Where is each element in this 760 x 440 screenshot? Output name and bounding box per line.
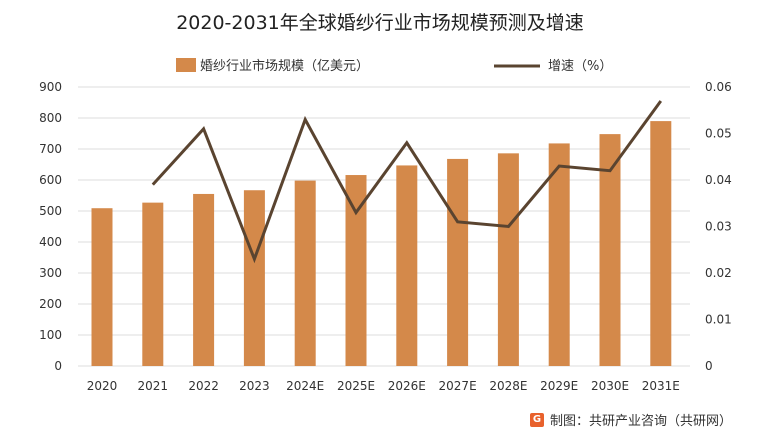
source-text: 制图：共研产业咨询（共研网） — [549, 414, 732, 429]
chart-title: 2020-2031年全球婚纱行业市场规模预测及增速 — [176, 12, 584, 34]
bar — [396, 165, 418, 366]
x-tick-label: 2020 — [87, 379, 118, 393]
right-tick-label: 0 — [705, 359, 713, 373]
source-note: G 制图：共研产业咨询（共研网） — [529, 410, 732, 429]
bar — [447, 158, 469, 366]
bar — [599, 134, 621, 366]
x-tick-label: 2024E — [286, 379, 324, 393]
right-tick-label: 0.04 — [705, 173, 732, 187]
x-tick-label: 2029E — [540, 379, 578, 393]
bar — [91, 208, 113, 366]
bar — [294, 180, 316, 366]
legend-bar-swatch — [176, 58, 196, 72]
right-tick-label: 0.01 — [705, 313, 732, 327]
left-tick-label: 500 — [39, 204, 62, 218]
right-tick-label: 0.03 — [705, 220, 732, 234]
bar — [497, 153, 519, 366]
left-tick-label: 600 — [39, 173, 62, 187]
right-tick-label: 0.06 — [705, 80, 732, 94]
x-tick-label: 2027E — [439, 379, 477, 393]
left-tick-label: 700 — [39, 142, 62, 156]
bar — [243, 190, 265, 366]
bar — [548, 143, 570, 366]
x-tick-label: 2021 — [138, 379, 169, 393]
x-tick-label: 2025E — [337, 379, 375, 393]
right-tick-label: 0.02 — [705, 266, 732, 280]
x-tick-label: 2028E — [489, 379, 527, 393]
left-tick-label: 0 — [54, 359, 62, 373]
bar — [345, 175, 367, 366]
left-tick-label: 800 — [39, 111, 62, 125]
legend-line-label: 增速（%） — [548, 59, 612, 74]
x-tick-label: 2022 — [188, 379, 219, 393]
bar — [650, 121, 672, 366]
bar — [193, 193, 215, 366]
left-tick-label: 900 — [39, 80, 62, 94]
left-tick-label: 100 — [39, 328, 62, 342]
x-tick-label: 2023 — [239, 379, 270, 393]
bar — [142, 202, 164, 366]
left-tick-label: 400 — [39, 235, 62, 249]
legend-bar-label: 婚纱行业市场规模（亿美元） — [200, 58, 369, 74]
left-tick-label: 300 — [39, 266, 62, 280]
brand-logo-icon: G — [529, 412, 544, 427]
x-tick-label: 2026E — [388, 379, 426, 393]
right-tick-label: 0.05 — [705, 127, 732, 141]
left-tick-label: 200 — [39, 297, 62, 311]
x-tick-label: 2031E — [642, 379, 680, 393]
x-tick-label: 2030E — [591, 379, 629, 393]
